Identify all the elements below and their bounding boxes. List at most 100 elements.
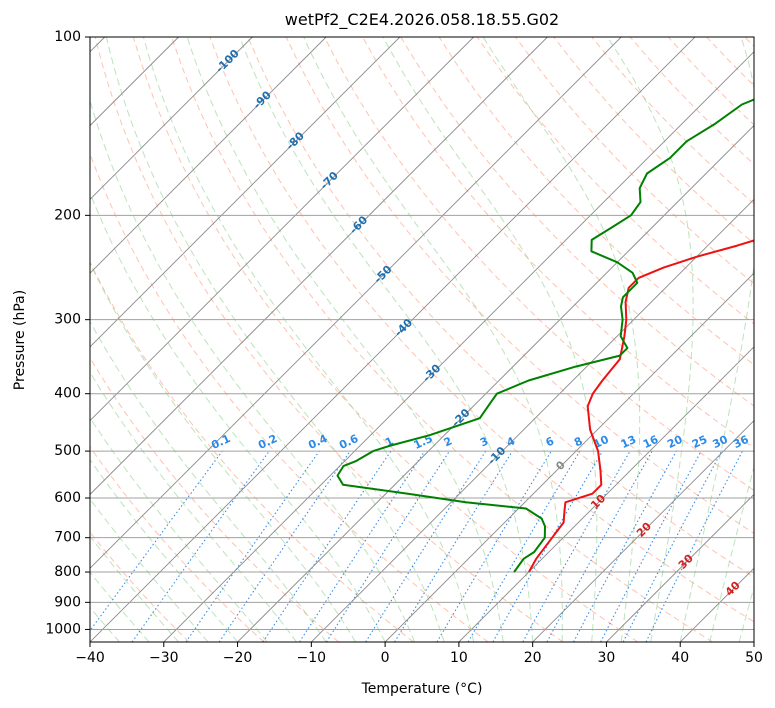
moist-adiabat-line <box>90 371 297 642</box>
dry-adiabat-line <box>629 37 754 165</box>
x-tick-label: 50 <box>745 650 763 666</box>
moist-adiabat-line <box>90 262 357 642</box>
dry-adiabat-label: -80 <box>284 129 307 152</box>
dry-adiabat-line <box>667 37 754 126</box>
y-tick-label: 700 <box>54 530 81 546</box>
isotherm-line <box>90 37 622 569</box>
x-tick-label: 0 <box>381 650 390 666</box>
moist-adiabat-line <box>239 37 534 642</box>
moist-adiabat-line <box>90 99 416 642</box>
x-axis-label: Temperature (°C) <box>361 681 483 697</box>
y-tick-label: 500 <box>54 443 81 459</box>
moist-adiabat-line <box>90 571 150 642</box>
dry-adiabat-line <box>362 37 754 449</box>
x-tick-label: 20 <box>524 650 542 666</box>
temperature-profile-line <box>528 239 754 573</box>
dry-adiabat-label: -100 <box>213 47 242 76</box>
moist-adiabat-line <box>90 458 238 642</box>
isotherm-line <box>753 641 754 642</box>
plot-area: -100-90-80-70-60-50-40-30-20-100.1 0.2 0.4… <box>90 37 754 642</box>
moist-adiabat-line <box>90 191 386 642</box>
dry-adiabat-line <box>438 37 754 366</box>
mixing-ratio-label: 13 <box>619 433 638 451</box>
isotherm-line <box>90 37 401 348</box>
moist-adiabat-line <box>382 37 598 642</box>
dry-adiabat-line <box>323 37 754 491</box>
isotherm-line <box>90 37 696 642</box>
moist-adiabat-line <box>142 37 475 642</box>
moist-adiabat-line <box>186 37 504 642</box>
moist-adiabat-line <box>90 498 209 642</box>
isotherm-line <box>606 493 754 642</box>
isotherm-line <box>384 272 754 642</box>
y-tick-label: 1000 <box>45 621 81 637</box>
y-tick-label: 100 <box>54 29 81 45</box>
dry-adiabat-line <box>285 37 754 535</box>
isotherm-line <box>90 37 474 422</box>
dry-adiabat-line <box>90 356 339 642</box>
mixing-ratio-line <box>299 450 426 642</box>
x-tick-label: −30 <box>149 650 179 666</box>
plot-frame <box>89 36 755 643</box>
mixing-ratio-line <box>394 450 513 642</box>
dry-adiabat-line <box>171 37 713 642</box>
dry-adiabat-label: -70 <box>318 169 341 192</box>
y-tick-label: 400 <box>54 386 81 402</box>
mixing-ratio-label: 8 <box>572 434 584 449</box>
dry-adiabat-label: -60 <box>347 213 370 236</box>
y-tick-label: 600 <box>54 490 81 506</box>
mixing-ratio-line <box>131 450 270 642</box>
y-tick-label: 200 <box>54 207 81 223</box>
isotherm-line <box>163 51 754 642</box>
mixing-ratio-label: 25 <box>690 433 709 451</box>
mixing-ratio-label: 16 <box>641 433 661 451</box>
mixing-ratio-label: 0.2 <box>256 432 279 452</box>
dry-adiabat-line <box>515 37 754 285</box>
x-tick-label: −40 <box>75 650 105 666</box>
mixing-ratio-line <box>325 450 450 642</box>
isotherm-line <box>90 37 548 496</box>
dry-adiabat-line <box>744 37 754 47</box>
dry-adiabat-line <box>132 37 639 642</box>
mixing-ratio-line <box>573 450 677 642</box>
isotherm-line <box>237 124 754 642</box>
mixing-ratio-label: 3 <box>478 434 490 449</box>
moist-adiabat-line <box>607 37 694 642</box>
moist-adiabat-line <box>738 585 754 642</box>
mixing-ratio-line <box>522 450 631 642</box>
dry-adiabat-line <box>706 37 754 87</box>
moist-adiabat-line <box>303 37 563 642</box>
dry-adiabat-label: -10 <box>485 444 508 467</box>
isotherm-line <box>679 567 754 642</box>
dewpoint-profile-line <box>336 98 754 573</box>
chart-title: wetPf2_C2E4.2026.058.18.55.G02 <box>285 10 559 30</box>
mixing-ratio-line <box>467 450 581 642</box>
mixing-ratio-label: 0.4 <box>306 432 329 452</box>
x-tick-label: −10 <box>297 650 327 666</box>
y-tick-label: 800 <box>54 564 81 580</box>
x-tick-label: −20 <box>223 650 253 666</box>
mixing-ratio-label: 30 <box>711 433 731 451</box>
moist-adiabat-label: 40 <box>723 579 743 599</box>
isotherm-line <box>532 420 754 642</box>
mixing-ratio-line <box>600 450 702 642</box>
moist-adiabat-line <box>679 37 754 642</box>
dry-adiabat-line <box>94 37 564 642</box>
moist-adiabat-label: 20 <box>634 520 654 540</box>
moist-adiabat-label: 30 <box>676 552 696 572</box>
mixing-ratio-line <box>90 450 223 632</box>
dry-adiabat-line <box>90 531 190 642</box>
isotherm-line <box>311 198 754 642</box>
dry-adiabat-line <box>476 37 754 325</box>
dry-adiabat-line <box>90 446 265 642</box>
dry-adiabat-line <box>90 152 489 642</box>
x-tick-label: 30 <box>598 650 616 666</box>
mixing-ratio-line <box>365 450 487 642</box>
moist-adiabat-line <box>90 535 179 642</box>
mixing-ratio-label: 6 <box>544 434 557 449</box>
isotherm-line <box>90 37 253 200</box>
dry-adiabat-line <box>247 37 754 578</box>
dry-adiabat-line <box>90 260 414 642</box>
mixing-ratio-label: 0.1 <box>209 432 232 452</box>
x-tick-label: 10 <box>450 650 468 666</box>
